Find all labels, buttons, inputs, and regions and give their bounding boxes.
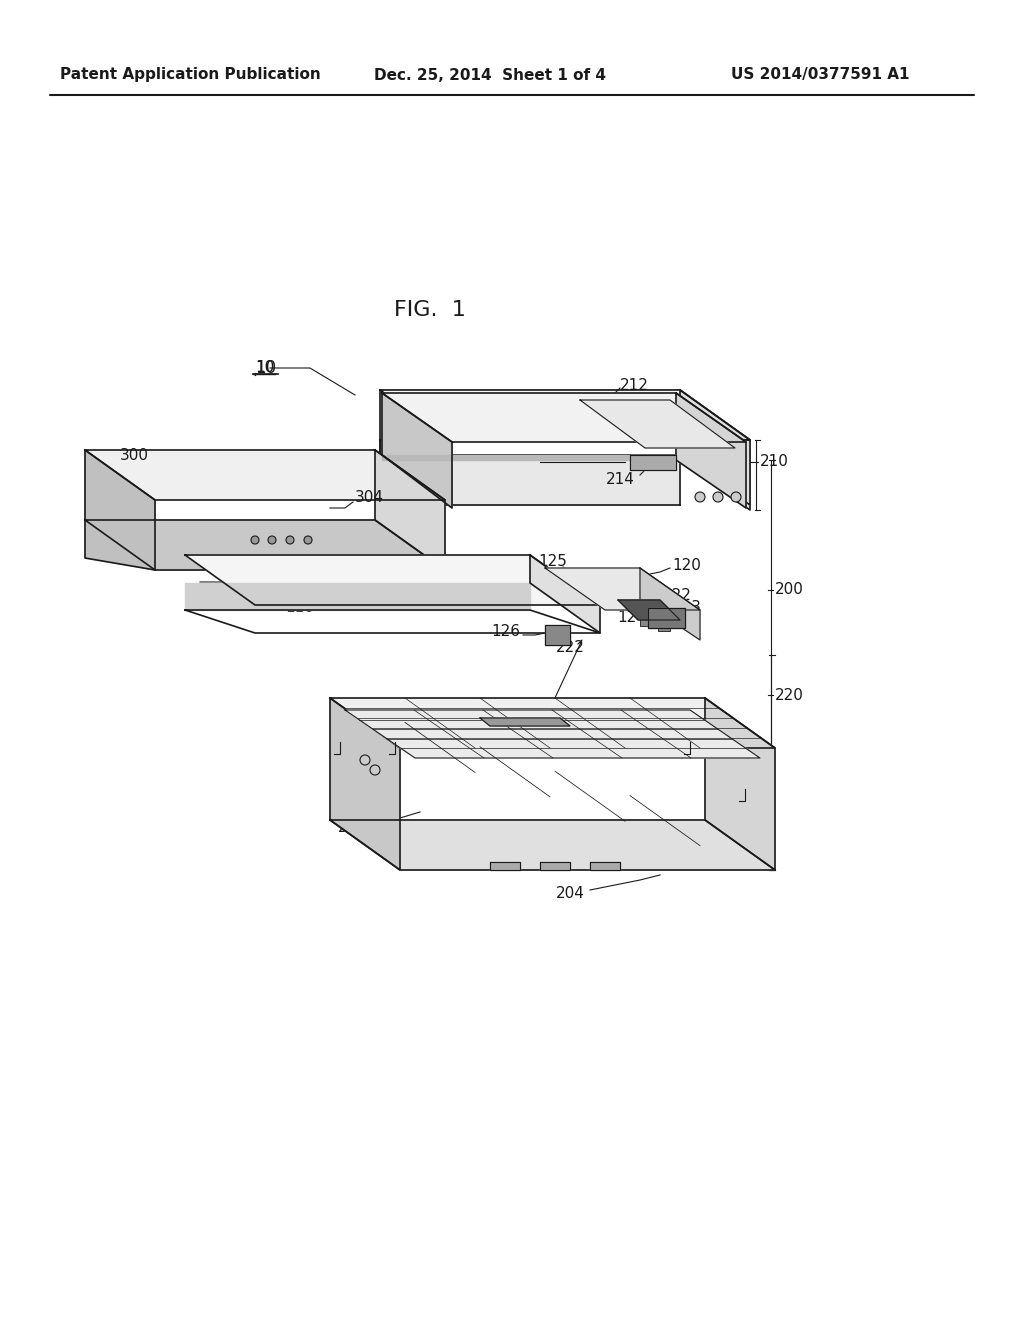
Polygon shape bbox=[545, 624, 570, 645]
Polygon shape bbox=[330, 820, 775, 870]
Polygon shape bbox=[680, 389, 750, 506]
Text: 110: 110 bbox=[285, 601, 314, 615]
Text: 126: 126 bbox=[490, 624, 520, 639]
Polygon shape bbox=[580, 400, 735, 447]
Polygon shape bbox=[648, 609, 685, 628]
FancyBboxPatch shape bbox=[640, 616, 652, 626]
Polygon shape bbox=[330, 698, 400, 870]
Text: 125: 125 bbox=[539, 554, 567, 569]
Circle shape bbox=[695, 492, 705, 502]
Polygon shape bbox=[380, 389, 450, 459]
Text: 300: 300 bbox=[120, 447, 150, 462]
Polygon shape bbox=[85, 450, 445, 500]
Circle shape bbox=[268, 536, 276, 544]
Text: 304: 304 bbox=[355, 491, 384, 506]
Polygon shape bbox=[380, 440, 450, 459]
FancyBboxPatch shape bbox=[660, 610, 672, 620]
Polygon shape bbox=[382, 455, 676, 459]
Polygon shape bbox=[705, 698, 775, 870]
Text: 122: 122 bbox=[662, 587, 691, 602]
Polygon shape bbox=[380, 389, 750, 440]
Polygon shape bbox=[680, 389, 750, 510]
Polygon shape bbox=[590, 862, 620, 870]
Polygon shape bbox=[330, 698, 775, 748]
Text: 10: 10 bbox=[255, 359, 276, 378]
Circle shape bbox=[360, 755, 370, 766]
Text: Patent Application Publication: Patent Application Publication bbox=[59, 67, 321, 82]
Text: 222: 222 bbox=[556, 640, 585, 656]
Circle shape bbox=[286, 536, 294, 544]
Polygon shape bbox=[380, 455, 680, 506]
Text: 220: 220 bbox=[775, 688, 804, 702]
Circle shape bbox=[251, 536, 259, 544]
Circle shape bbox=[370, 766, 380, 775]
Polygon shape bbox=[345, 710, 760, 758]
Polygon shape bbox=[480, 718, 570, 726]
Polygon shape bbox=[185, 583, 530, 610]
Text: 210: 210 bbox=[760, 454, 788, 470]
Polygon shape bbox=[676, 393, 746, 508]
Polygon shape bbox=[185, 554, 600, 605]
Text: 310: 310 bbox=[295, 574, 324, 590]
Text: 120: 120 bbox=[672, 557, 700, 573]
Polygon shape bbox=[630, 455, 676, 470]
Circle shape bbox=[731, 492, 741, 502]
Polygon shape bbox=[640, 568, 700, 640]
Polygon shape bbox=[85, 520, 445, 570]
Polygon shape bbox=[618, 601, 680, 620]
Text: 214: 214 bbox=[605, 473, 635, 487]
Polygon shape bbox=[375, 450, 445, 570]
Polygon shape bbox=[490, 862, 520, 870]
Polygon shape bbox=[85, 450, 155, 570]
Polygon shape bbox=[530, 554, 600, 634]
Polygon shape bbox=[545, 568, 700, 610]
Text: FIG.  1: FIG. 1 bbox=[394, 300, 466, 319]
Text: 200: 200 bbox=[775, 582, 804, 598]
Polygon shape bbox=[382, 393, 746, 442]
Polygon shape bbox=[540, 862, 570, 870]
FancyBboxPatch shape bbox=[658, 620, 670, 631]
Circle shape bbox=[304, 536, 312, 544]
Text: US 2014/0377591 A1: US 2014/0377591 A1 bbox=[731, 67, 909, 82]
Text: 204: 204 bbox=[556, 886, 585, 900]
Text: 10: 10 bbox=[255, 360, 274, 375]
Text: Dec. 25, 2014  Sheet 1 of 4: Dec. 25, 2014 Sheet 1 of 4 bbox=[374, 67, 606, 82]
Text: 202: 202 bbox=[338, 821, 367, 836]
Text: 124: 124 bbox=[617, 610, 646, 626]
Text: 212: 212 bbox=[620, 378, 649, 392]
Circle shape bbox=[713, 492, 723, 502]
Polygon shape bbox=[382, 393, 452, 508]
Text: 123: 123 bbox=[672, 601, 701, 615]
Polygon shape bbox=[380, 389, 750, 440]
